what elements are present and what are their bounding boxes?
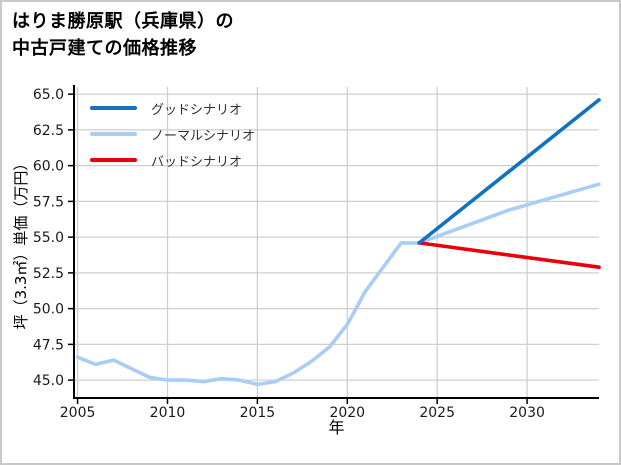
x-axis-label: 年 xyxy=(328,418,344,437)
y-tick-label: 47.5 xyxy=(33,337,64,353)
bad-scenario-line-swatch xyxy=(90,158,137,162)
normal-scenario-line xyxy=(417,182,601,245)
y-tick-label: 45.0 xyxy=(33,373,64,389)
x-tick-label: 2010 xyxy=(150,405,186,421)
good-scenario-line-swatch xyxy=(90,106,137,110)
legend-label: ノーマルシナリオ xyxy=(151,128,256,144)
y-tick-label: 55.0 xyxy=(33,230,64,246)
x-tick-label: 2030 xyxy=(509,405,545,421)
normal-scenario-line-swatch xyxy=(90,132,137,136)
y-axis-label: 坪（3.3㎡）単価（万円） xyxy=(12,156,30,330)
y-tick-label: 57.5 xyxy=(33,194,64,210)
x-tick-label: 2025 xyxy=(419,405,455,421)
x-tick-label: 2020 xyxy=(329,405,365,421)
y-tick-label: 52.5 xyxy=(33,266,64,282)
y-tick-label: 62.5 xyxy=(33,123,64,139)
chart-legend: グッドシナリオ ノーマルシナリオ バッドシナリオ xyxy=(90,95,255,173)
chart-title: はりま勝原駅（兵庫県）の 中古戸建ての価格推移 xyxy=(12,11,234,59)
legend-label: グッドシナリオ xyxy=(151,102,243,118)
y-tick-label: 65.0 xyxy=(33,87,64,103)
y-tick-label: 50.0 xyxy=(33,302,64,318)
legend-item-bad-scenario: バッドシナリオ xyxy=(90,147,255,173)
good-scenario-line xyxy=(417,98,601,245)
price-history-line xyxy=(75,241,422,387)
legend-label: バッドシナリオ xyxy=(151,154,243,170)
bad-scenario-line xyxy=(417,241,601,270)
legend-item-good-scenario: グッドシナリオ xyxy=(90,95,255,121)
legend-item-normal-scenario: ノーマルシナリオ xyxy=(90,121,255,147)
y-tick-label: 60.0 xyxy=(33,159,64,175)
x-tick-label: 2015 xyxy=(240,405,276,421)
x-tick-label: 2005 xyxy=(60,405,96,421)
